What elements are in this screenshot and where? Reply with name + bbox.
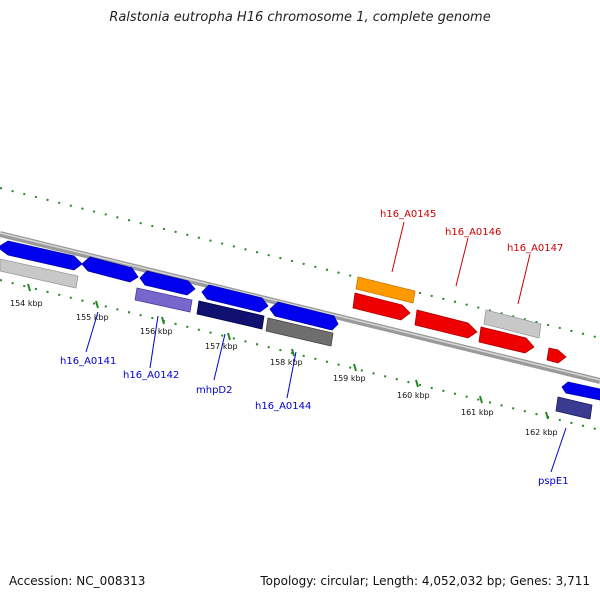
gene-label[interactable]: pspE1 [538,476,569,487]
gene-label[interactable]: h16_A0146 [445,227,501,238]
gene-blue-3[interactable] [139,270,196,296]
gene-h16-A0145[interactable] [355,276,416,304]
gene-blue-6[interactable] [561,381,600,401]
tick-label: 155 kbp [76,313,109,322]
gene-label[interactable]: mhpD2 [196,385,233,396]
gene-label[interactable]: h16_A0141 [60,356,116,367]
tick-labels: 154 kbp 155 kbp 156 kbp 157 kbp 158 kbp … [10,299,558,437]
genome-summary-text: Topology: circular; Length: 4,052,032 bp… [260,574,590,588]
tick-label: 160 kbp [397,391,430,400]
gene-h16-A0146[interactable] [414,309,478,339]
gene-blue-1[interactable] [0,240,83,271]
label-connectors [85,221,567,473]
tick-label: 159 kbp [333,374,366,383]
tick-label: 161 kbp [461,408,494,417]
tick-label: 158 kbp [270,358,303,367]
tick-label: 156 kbp [140,327,173,336]
gene-track-forward [352,276,567,364]
gene-h16-A0147[interactable] [478,326,535,354]
tick-label: 162 kbp [525,428,558,437]
map-title: Ralstonia eutropha H16 chromosome 1, com… [109,10,491,25]
gene-pspE1[interactable] [555,396,593,420]
gene-labels: h16_A0141 h16_A0142 mhpD2 h16_A0144 pspE… [60,209,569,487]
gene-h16-A0144[interactable] [265,317,334,347]
gene-h16-A0142[interactable] [134,287,193,313]
tick-label: 157 kbp [205,342,238,351]
gene-blue-2[interactable] [81,256,139,283]
tick-label: 154 kbp [10,299,43,308]
gene-label[interactable]: h16_A0145 [380,209,436,220]
gene-orf-red-1[interactable] [352,292,411,321]
gene-mhpD2[interactable] [196,300,265,330]
gene-small-red[interactable] [546,347,567,364]
gene-track-left [0,240,600,420]
gene-label[interactable]: h16_A0147 [507,243,563,254]
major-ticks [27,283,549,420]
gene-label[interactable]: h16_A0144 [255,401,311,412]
accession-text: Accession: NC_008313 [9,574,146,588]
gene-label[interactable]: h16_A0142 [123,370,179,381]
gene-blue-5[interactable] [269,301,339,331]
gene-gray-1[interactable] [0,258,79,289]
gene-blue-4[interactable] [201,284,269,313]
gene-light-gray[interactable] [483,309,542,339]
